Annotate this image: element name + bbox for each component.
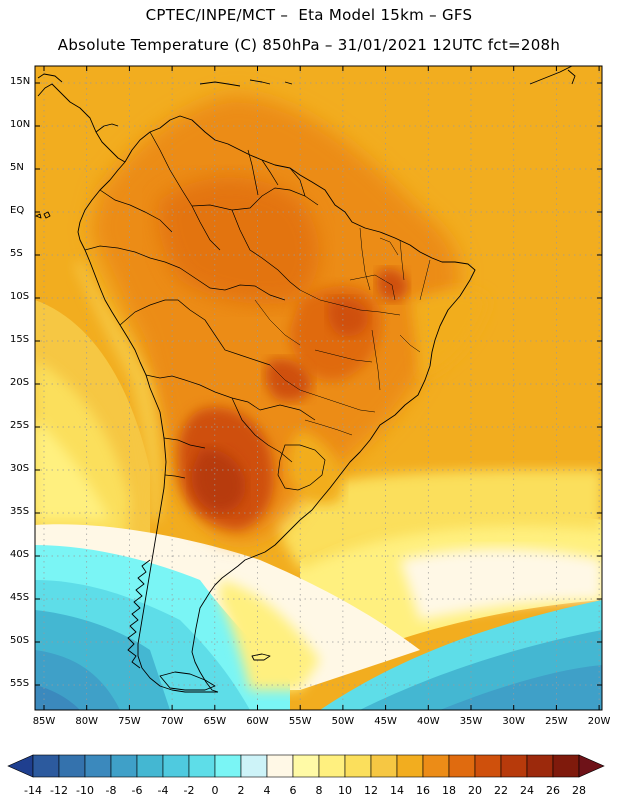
temperature-field bbox=[35, 66, 602, 710]
lat-label: 45S bbox=[10, 592, 30, 603]
colorbar-swatch bbox=[266, 754, 294, 778]
state-borders bbox=[254, 227, 431, 436]
lat-label: 30S bbox=[10, 463, 30, 474]
lon-label: 40W bbox=[416, 716, 440, 727]
country-borders bbox=[84, 131, 326, 491]
colorbar-label: 24 bbox=[520, 784, 534, 797]
coastlines bbox=[35, 66, 576, 693]
lat-label: 35S bbox=[10, 506, 30, 517]
lon-label: 75W bbox=[118, 716, 141, 727]
lon-label: 70W bbox=[160, 716, 184, 727]
lat-label: 20S bbox=[10, 377, 30, 388]
lat-lon-grid bbox=[35, 66, 602, 710]
title-line-1: CPTEC/INPE/MCT – Eta Model 15km – GFS bbox=[145, 6, 473, 24]
axis-ticks bbox=[35, 66, 602, 710]
lat-label: 10S bbox=[10, 291, 30, 302]
colorbar-label: 14 bbox=[390, 784, 404, 797]
colorbar-label: -2 bbox=[183, 784, 195, 797]
colorbar-label: 18 bbox=[442, 784, 456, 797]
colorbar-swatch bbox=[162, 754, 190, 778]
colorbar-label: 28 bbox=[572, 784, 586, 797]
colorbar-swatch bbox=[214, 754, 242, 778]
colorbar-label: 8 bbox=[315, 784, 323, 797]
lat-label: 40S bbox=[10, 549, 30, 560]
colorbar-swatch bbox=[58, 754, 86, 778]
colorbar-swatch bbox=[84, 754, 112, 778]
colorbar-swatch bbox=[188, 754, 216, 778]
colorbar-label: -4 bbox=[157, 784, 169, 797]
colorbar-label: -10 bbox=[76, 784, 94, 797]
lon-label: 80W bbox=[75, 716, 98, 727]
lon-label: 50W bbox=[331, 716, 355, 727]
colorbar-label: 20 bbox=[468, 784, 482, 797]
colorbar-swatch bbox=[136, 754, 164, 778]
lat-label: 15S bbox=[10, 334, 30, 345]
colorbar-swatch bbox=[344, 754, 372, 778]
lat-label: EQ bbox=[10, 205, 25, 216]
colorbar-max-arrow bbox=[578, 754, 605, 778]
colorbar-label: 22 bbox=[494, 784, 508, 797]
colorbar-label: 0 bbox=[211, 784, 219, 797]
colorbar-label: -14 bbox=[24, 784, 42, 797]
lon-label: 25W bbox=[545, 716, 568, 727]
colorbar bbox=[7, 754, 605, 778]
colorbar-swatch bbox=[396, 754, 424, 778]
lat-label: 25S bbox=[10, 420, 30, 431]
lat-label: 15N bbox=[10, 76, 31, 87]
lon-label: 65W bbox=[203, 716, 227, 727]
colorbar-label: 12 bbox=[364, 784, 378, 797]
lon-label: 45W bbox=[374, 716, 397, 727]
lon-label: 60W bbox=[246, 716, 269, 727]
colorbar-swatch bbox=[422, 754, 450, 778]
colorbar-swatch bbox=[240, 754, 268, 778]
colorbar-label: -12 bbox=[50, 784, 68, 797]
colorbar-label: 6 bbox=[289, 784, 297, 797]
colorbar-label: 26 bbox=[546, 784, 560, 797]
colorbar-swatch bbox=[110, 754, 138, 778]
colorbar-swatch bbox=[32, 754, 60, 778]
colorbar-swatch bbox=[318, 754, 346, 778]
colorbar-label: 4 bbox=[263, 784, 271, 797]
map-frame bbox=[34, 65, 603, 711]
colorbar-swatch bbox=[292, 754, 320, 778]
lat-label: 50S bbox=[10, 635, 30, 646]
title-line-2: Absolute Temperature (C) 850hPa – 31/01/… bbox=[57, 36, 561, 54]
colorbar-swatch bbox=[370, 754, 398, 778]
lat-label: 10N bbox=[10, 119, 31, 130]
lon-label: 20W bbox=[587, 716, 611, 727]
colorbar-label: 2 bbox=[237, 784, 245, 797]
lon-label: 30W bbox=[502, 716, 525, 727]
lat-label: 55S bbox=[10, 678, 30, 689]
colorbar-label: 16 bbox=[416, 784, 430, 797]
lon-label: 55W bbox=[288, 716, 312, 727]
lon-label: 35W bbox=[459, 716, 483, 727]
colorbar-label: -8 bbox=[105, 784, 117, 797]
lat-label: 5N bbox=[10, 162, 24, 173]
colorbar-swatch bbox=[552, 754, 580, 778]
colorbar-swatch bbox=[526, 754, 554, 778]
colorbar-swatch bbox=[448, 754, 476, 778]
colorbar-min-arrow bbox=[7, 754, 34, 778]
colorbar-label: -6 bbox=[131, 784, 143, 797]
lon-label: 85W bbox=[32, 716, 56, 727]
colorbar-label: 10 bbox=[338, 784, 352, 797]
colorbar-swatch bbox=[500, 754, 528, 778]
colorbar-swatch bbox=[474, 754, 502, 778]
lat-label: 5S bbox=[10, 248, 23, 259]
